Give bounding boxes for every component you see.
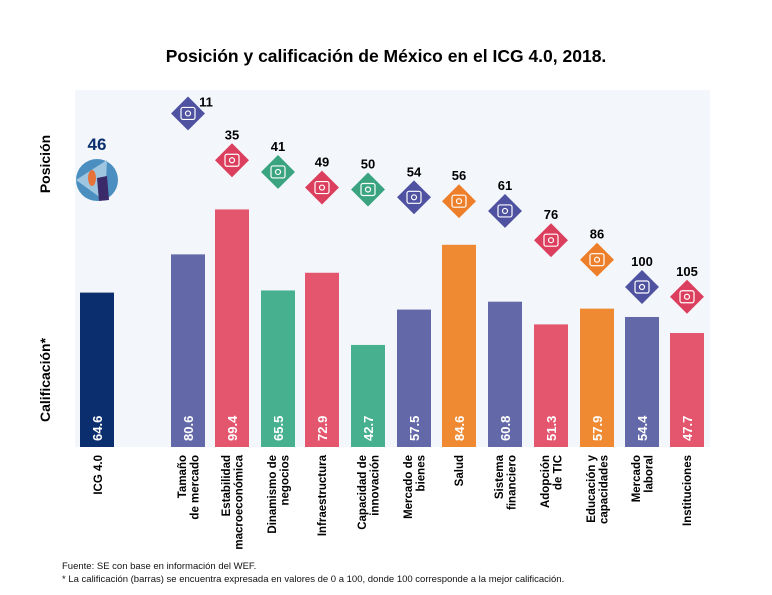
- bar-value-label: 65.5: [271, 416, 286, 441]
- footer-source: Fuente: SE con base en información del W…: [62, 561, 257, 572]
- x-tick-label: ICG 4.0: [93, 455, 105, 495]
- x-tick-label: Estabilidad: [221, 455, 233, 516]
- people-network-icon: [625, 270, 659, 304]
- footer-note: * La calificación (barras) se encuentra …: [62, 574, 565, 585]
- graduate-icon: [580, 242, 614, 277]
- bar-5: [397, 309, 431, 447]
- credit-card-icon: [488, 193, 522, 228]
- bar-6: [442, 244, 476, 447]
- x-tick-label: Infraestructura: [317, 454, 329, 536]
- bar-11: [670, 332, 704, 447]
- bar-value-label: 99.4: [225, 415, 240, 441]
- bar-value-label: 60.8: [498, 416, 513, 441]
- x-tick-label: de mercado: [189, 455, 201, 520]
- percent-growth-icon: [215, 143, 249, 178]
- bar-9: [580, 308, 614, 447]
- x-tick-label: Dinamismo de: [267, 455, 279, 534]
- rank-label: 76: [544, 207, 558, 222]
- x-tick-label: Educación y: [586, 454, 598, 522]
- bar-1: [215, 209, 249, 447]
- rank-label: 100: [631, 254, 653, 269]
- lightbulb-icon: [351, 172, 385, 207]
- bar-value-label: 57.5: [407, 416, 422, 441]
- chip-icon: [534, 223, 568, 258]
- bar-10: [625, 316, 659, 447]
- heart-pulse-icon: [442, 184, 476, 219]
- chart: Posición y calificación de México en el …: [37, 46, 710, 550]
- bar-2: [261, 290, 295, 447]
- rank-label-icg: 46: [88, 135, 107, 154]
- rank-label: 49: [315, 155, 329, 170]
- x-tick-label: laboral: [643, 455, 655, 493]
- chart-title: Posición y calificación de México en el …: [166, 46, 607, 66]
- bar-7: [488, 301, 522, 447]
- rank-label: 61: [498, 178, 512, 193]
- bar-4: [351, 344, 385, 447]
- rank-label: 50: [361, 157, 375, 172]
- bar-value-label: 54.4: [635, 415, 650, 441]
- y-label-score: Calificación*: [37, 337, 53, 422]
- x-tick-label: Tamaño: [177, 455, 189, 498]
- bar-value-label: 80.6: [181, 416, 196, 441]
- tag-icon: [397, 180, 431, 215]
- rank-label: 11: [199, 94, 213, 109]
- bar-value-label: 72.9: [315, 416, 330, 441]
- train-icon: [305, 170, 339, 205]
- x-tick-label: macroeconómica: [233, 454, 245, 549]
- x-tick-label: negocios: [279, 455, 291, 505]
- x-tick-label: Sistema: [494, 454, 506, 499]
- bar-value-label: 47.7: [680, 416, 695, 441]
- x-tick-label: Capacidad de: [357, 455, 369, 530]
- rank-label: 41: [271, 139, 285, 154]
- rank-label: 54: [407, 164, 422, 179]
- bank-icon: [670, 279, 704, 314]
- x-tick-label: Adopción: [540, 455, 552, 508]
- rank-label: 35: [225, 127, 239, 142]
- x-tick-label: financiero: [506, 455, 518, 510]
- bar-value-label: 51.3: [544, 416, 559, 441]
- rank-label: 105: [676, 264, 698, 279]
- bar-3: [305, 272, 339, 447]
- bar-value-label: 42.7: [361, 416, 376, 441]
- bar-value-label: 57.9: [590, 416, 605, 441]
- bar-value-label: 64.6: [90, 416, 105, 441]
- x-tick-label: Salud: [454, 455, 466, 486]
- rank-label: 86: [590, 227, 604, 242]
- bar-icg: [80, 292, 114, 447]
- wef-globe-logo-icon: [76, 159, 118, 201]
- plot-area: [75, 90, 710, 447]
- x-tick-label: bienes: [415, 455, 427, 491]
- bar-0: [171, 254, 205, 447]
- bar-8: [534, 324, 568, 447]
- expand-icon: [171, 96, 205, 131]
- x-tick-label: innovación: [369, 455, 381, 516]
- buildings-icon: [261, 154, 295, 189]
- bar-value-label: 84.6: [452, 416, 467, 441]
- rank-label: 56: [452, 168, 466, 183]
- x-tick-label: Mercado de: [403, 455, 415, 519]
- x-tick-label: capacidades: [598, 455, 610, 524]
- x-tick-label: Mercado: [631, 455, 643, 502]
- x-tick-label: de TIC: [552, 455, 564, 490]
- x-tick-label: Instituciones: [682, 455, 694, 526]
- y-label-position: Posición: [37, 135, 53, 193]
